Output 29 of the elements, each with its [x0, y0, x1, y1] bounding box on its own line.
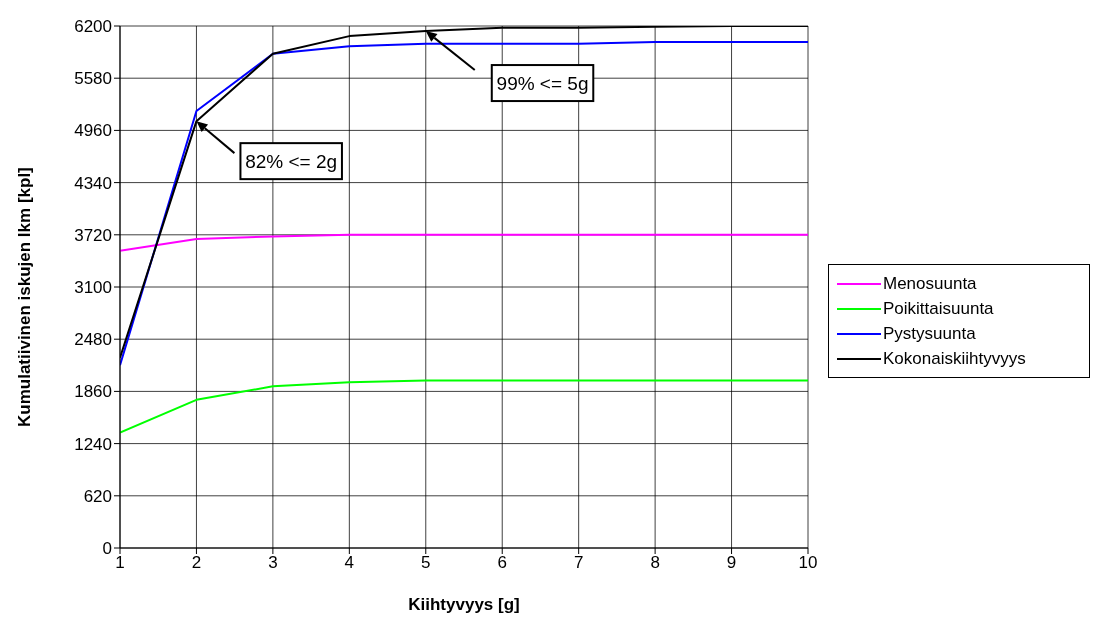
- y-tick-label: 3720: [74, 225, 112, 245]
- y-tick-label: 5580: [74, 69, 112, 89]
- y-tick-label: 1860: [74, 382, 112, 402]
- annotation: 99% <= 5g: [496, 73, 589, 95]
- y-tick-label: 4960: [74, 121, 112, 141]
- x-tick-label: 2: [191, 553, 202, 573]
- x-tick-label: 4: [344, 553, 355, 573]
- x-axis-title: Kiihtyvyys [g]: [408, 595, 520, 614]
- y-tick-label: 1240: [74, 434, 112, 454]
- x-tick-label: 10: [798, 553, 818, 573]
- y-tick-label: 0: [102, 539, 112, 559]
- y-tick-label: 620: [83, 486, 112, 506]
- legend-label: Poikittaisuunta: [883, 298, 994, 319]
- y-tick-label: 3100: [74, 278, 112, 298]
- legend-label: Menosuunta: [883, 273, 977, 294]
- y-tick-label: 6200: [74, 17, 112, 37]
- x-tick-label: 7: [573, 553, 584, 573]
- y-tick-label: 2480: [74, 330, 112, 350]
- annotation: 82% <= 2g: [245, 151, 338, 173]
- x-tick-label: 1: [115, 553, 125, 573]
- y-tick-label: 4340: [74, 173, 112, 193]
- x-tick-label: 5: [421, 553, 431, 573]
- legend-label: Kokonaiskiihtyvyys: [883, 348, 1026, 369]
- legend-label: Pystysuunta: [883, 323, 976, 344]
- x-tick-label: 8: [650, 553, 660, 573]
- x-tick-label: 6: [497, 553, 507, 573]
- x-tick-label: 9: [726, 553, 737, 573]
- y-axis-title: Kumulatiivinen iskujen lkm [kpl]: [15, 167, 35, 427]
- x-tick-label: 3: [268, 553, 278, 573]
